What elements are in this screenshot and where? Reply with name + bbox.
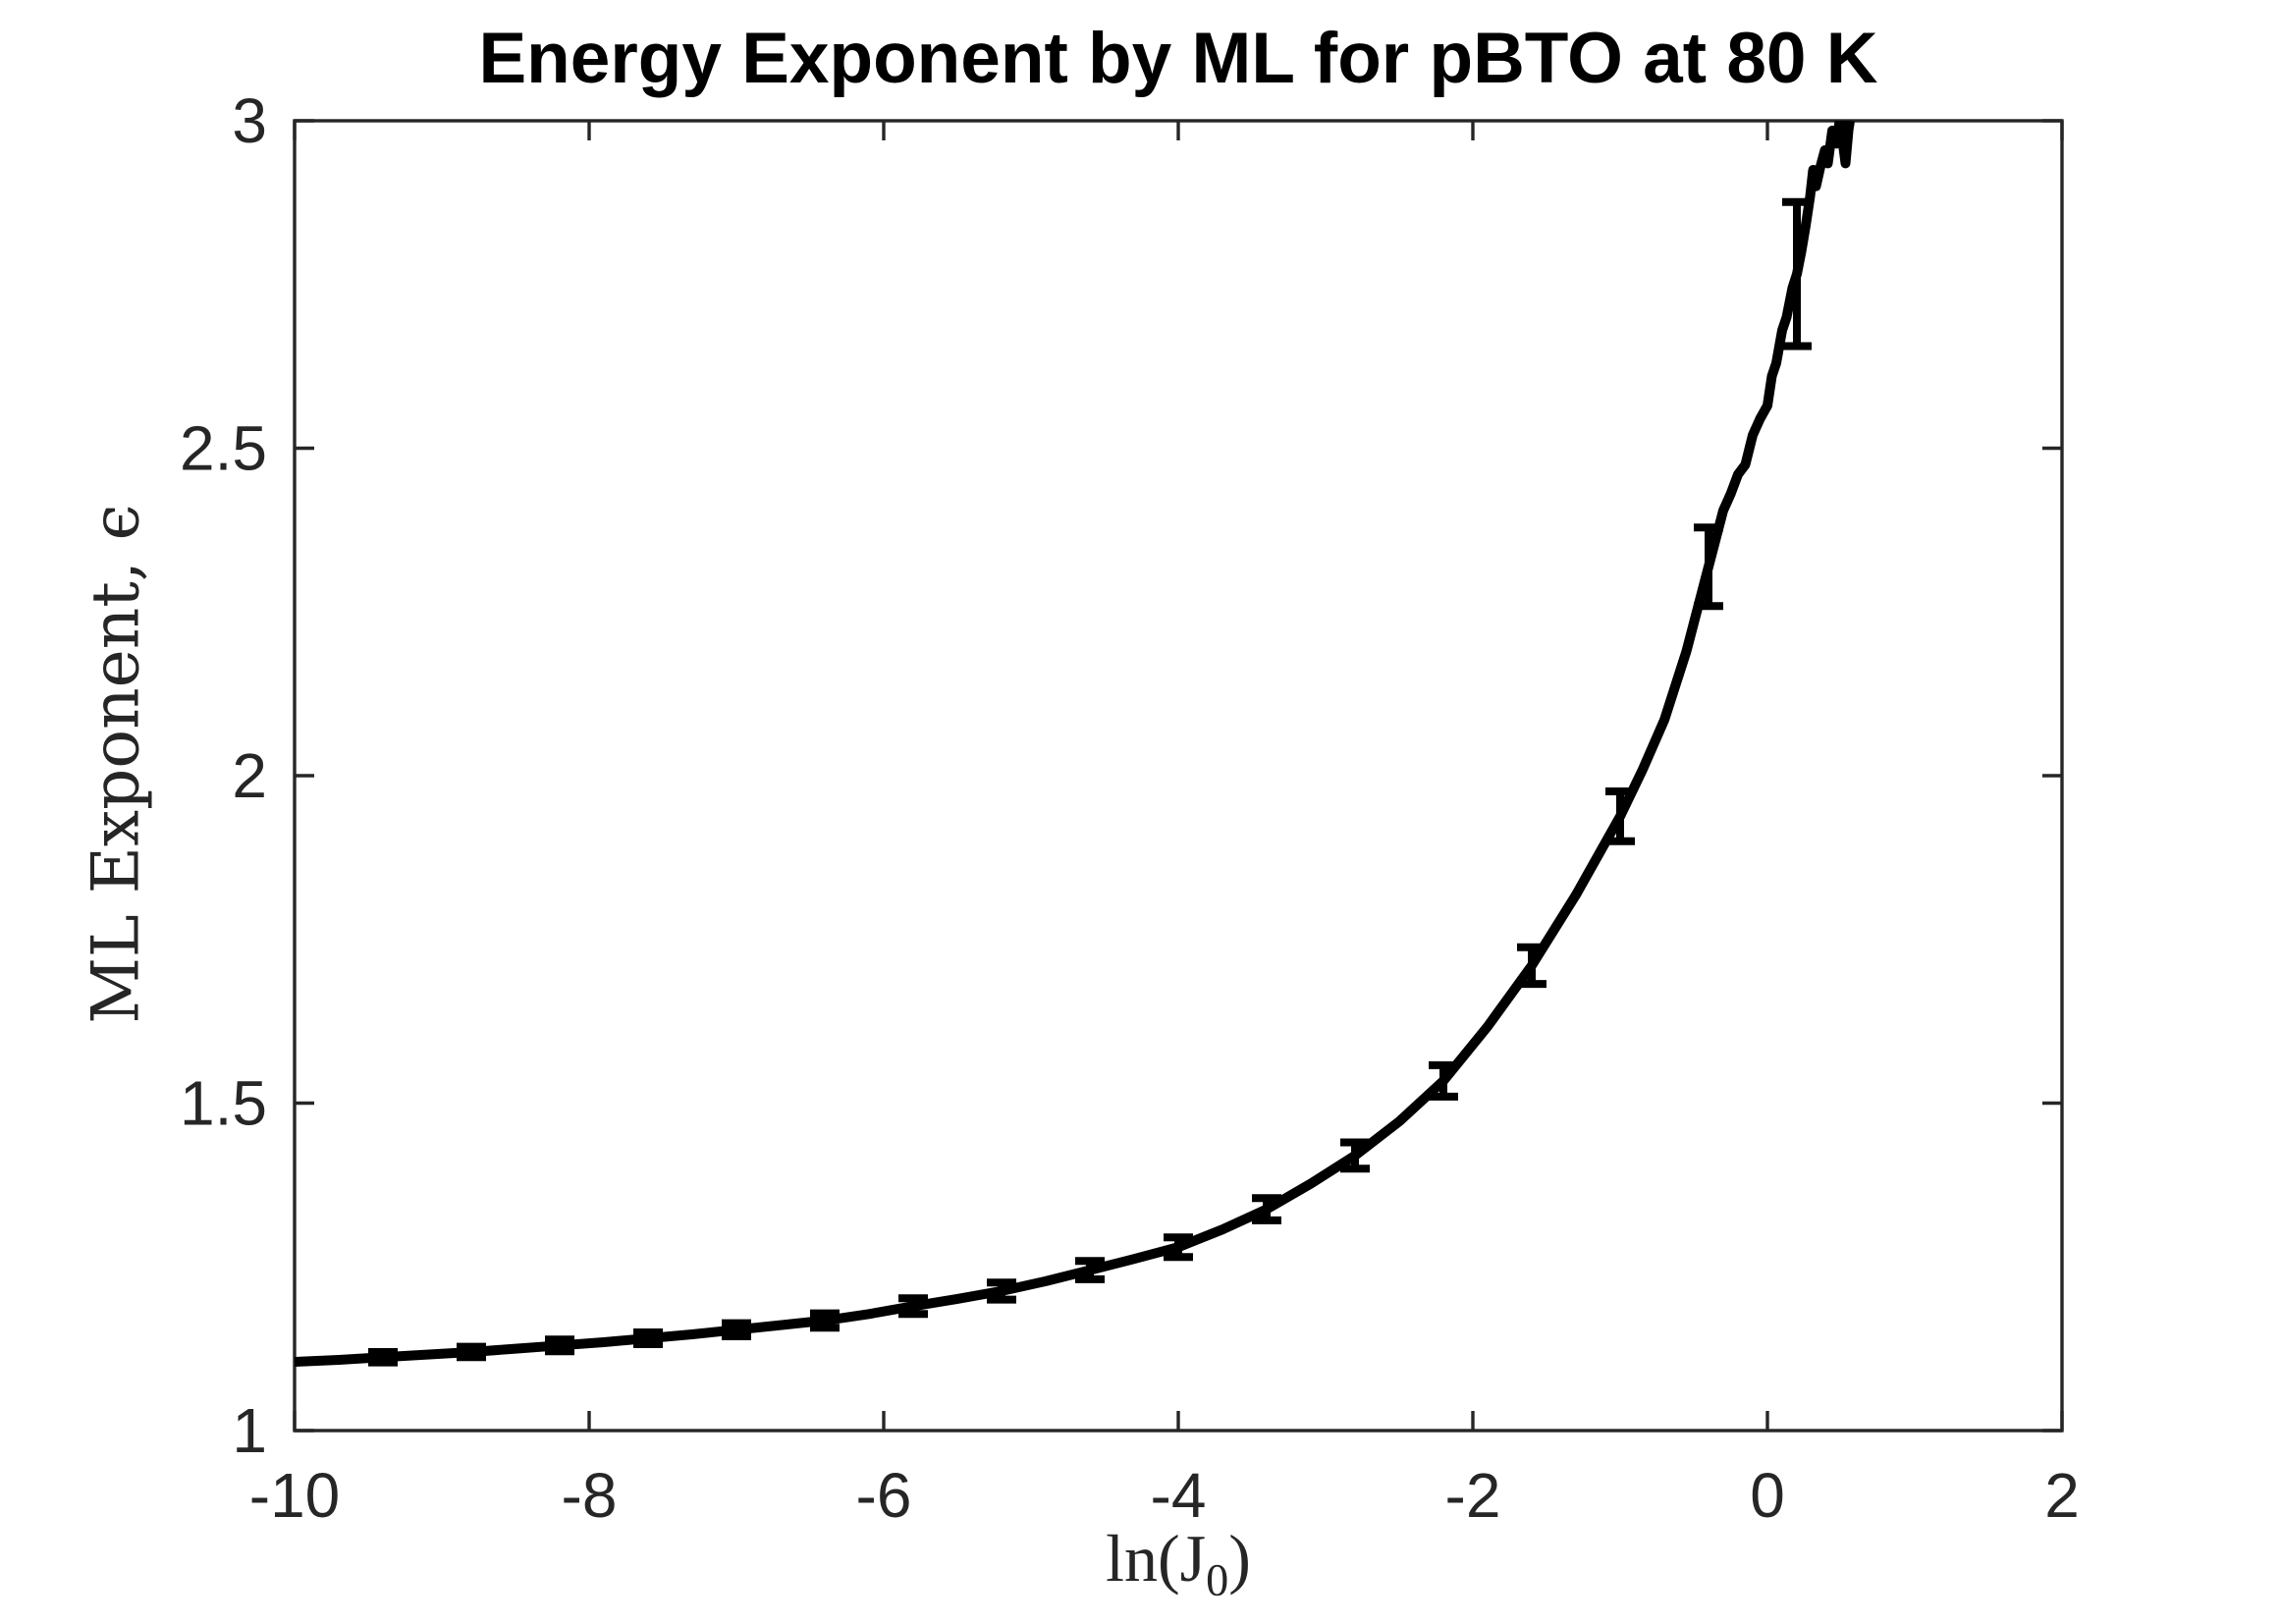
x-tick-label: 2 [2044,1460,2080,1531]
axis-tick-marks [293,119,2064,1433]
chart-title: Energy Exponent by ML for pBTO at 80 K [478,19,1878,98]
x-axis-label-pre: ln(J [1106,1521,1207,1596]
y-tick-label: 3 [232,85,267,156]
y-tick-label: 1.5 [180,1068,267,1139]
x-tick-label: -8 [562,1460,618,1531]
x-tick-label: -2 [1445,1460,1501,1531]
x-axis-tick-labels: -10 -8 -6 -4 -2 0 2 [249,1460,2080,1531]
x-tick-label: -10 [249,1460,341,1531]
x-axis-label-post: ) [1228,1521,1251,1596]
error-bars [368,197,1812,1367]
x-tick-label: -6 [856,1460,912,1531]
y-tick-label: 1 [232,1395,267,1466]
x-tick-label: 0 [1750,1460,1785,1531]
x-axis-label: ln(J0) [295,1520,2062,1603]
x-axis-label-subscript: 0 [1206,1555,1229,1606]
y-tick-label: 2.5 [180,413,267,484]
x-tick-label: -4 [1151,1460,1207,1531]
y-axis-label: ML Exponent, ϵ [78,504,154,1024]
y-axis-tick-labels: 1 1.5 2 2.5 3 [180,85,267,1466]
y-tick-label: 2 [232,740,267,811]
data-line [295,121,1855,1367]
